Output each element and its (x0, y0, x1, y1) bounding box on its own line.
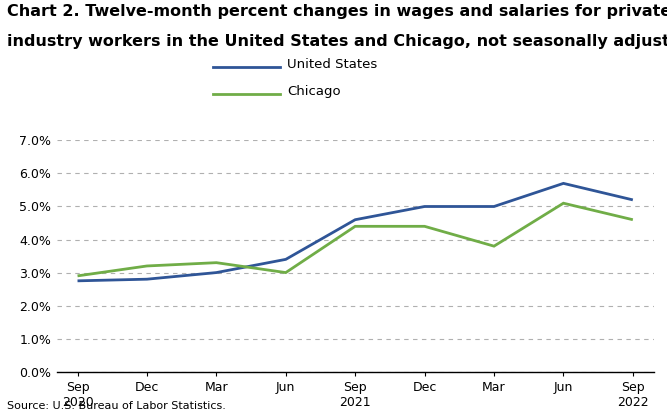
Chicago (73, 273, 81, 278)
United States (560, 181, 568, 186)
Chicago (421, 224, 429, 229)
United States (490, 204, 498, 209)
Chicago (143, 263, 151, 268)
United States (629, 197, 637, 202)
United States (73, 278, 81, 283)
Line: Chicago: Chicago (77, 203, 633, 276)
Text: Source: U.S. Bureau of Labor Statistics.: Source: U.S. Bureau of Labor Statistics. (7, 401, 225, 411)
United States (421, 204, 429, 209)
United States (212, 270, 220, 275)
Chicago (281, 270, 289, 275)
Text: United States: United States (287, 58, 377, 71)
Text: Chicago: Chicago (287, 85, 340, 98)
Chicago (629, 217, 637, 222)
Line: United States: United States (77, 183, 633, 281)
United States (351, 217, 359, 222)
Chicago (351, 224, 359, 229)
United States (143, 277, 151, 282)
Chicago (490, 244, 498, 249)
Text: industry workers in the United States and Chicago, not seasonally adjusted: industry workers in the United States an… (7, 34, 667, 49)
Chicago (212, 260, 220, 265)
Chicago (560, 201, 568, 206)
Text: Chart 2. Twelve-month percent changes in wages and salaries for private: Chart 2. Twelve-month percent changes in… (7, 4, 667, 19)
United States (281, 257, 289, 262)
